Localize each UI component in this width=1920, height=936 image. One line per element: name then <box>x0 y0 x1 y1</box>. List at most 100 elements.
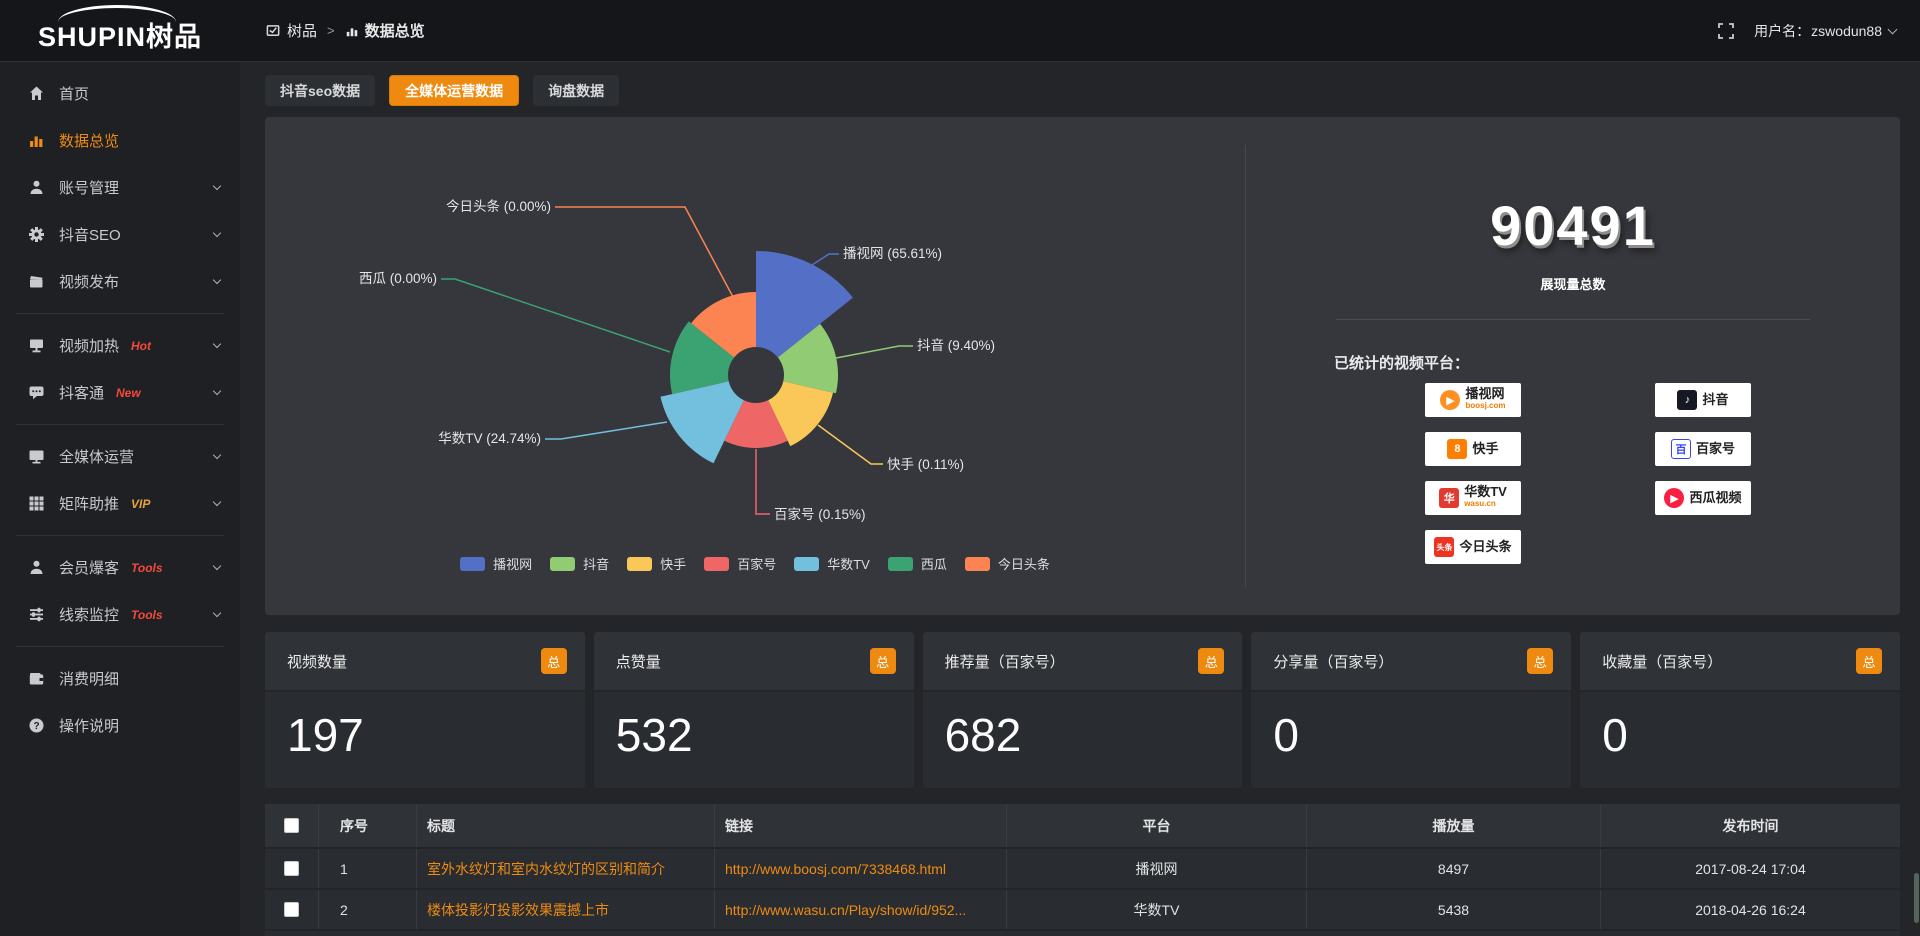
gear-icon <box>28 226 45 243</box>
legend-item-播视网[interactable]: 播视网 <box>460 554 532 573</box>
logo: SHUPIN树品 <box>0 0 240 62</box>
sidebar-item-2[interactable]: 数据总览 <box>0 117 240 164</box>
chart-bars-icon <box>346 27 357 36</box>
sidebar-item-12[interactable]: 消费明细 <box>0 655 240 702</box>
stat-card-body: 197 <box>265 690 585 788</box>
sidebar-item-13[interactable]: ? 操作说明 <box>0 702 240 749</box>
legend-item-快手[interactable]: 快手 <box>627 554 686 573</box>
cell-title-link[interactable]: 楼体投影灯投影效果震撼上市 <box>416 890 714 929</box>
stat-card-header: 推荐量（百家号） 总 <box>922 632 1243 690</box>
sidebar-item-label: 视频发布 <box>59 274 120 291</box>
legend-item-华数TV[interactable]: 华数TV <box>794 554 870 573</box>
sidebar-item-6[interactable]: 视频加热 Hot <box>0 322 240 369</box>
stat-card-4: 分享量（百家号） 总 0 <box>1251 632 1572 788</box>
cell-views: 8497 <box>1306 849 1600 888</box>
total-badge[interactable]: 总 <box>869 648 896 674</box>
sidebar-item-3[interactable]: 账号管理 <box>0 164 240 211</box>
tab-2[interactable]: 全媒体运营数据 <box>389 75 520 106</box>
sidebar-item-9[interactable]: 矩阵助推 VIP <box>0 480 240 527</box>
legend-swatch <box>550 556 576 571</box>
rose-chart: 播视网 (65.61%) 抖音 (9.40%) 快手 (0.11%) 百家号 (0.1… <box>359 198 995 522</box>
platform-badge-label: 百家号 <box>1695 441 1735 456</box>
total-badge[interactable]: 总 <box>1855 648 1882 674</box>
chevron-down-icon <box>212 181 222 191</box>
legend-item-西瓜[interactable]: 西瓜 <box>887 554 947 573</box>
pie-slice-今日头条 <box>691 292 756 358</box>
sidebar-item-label: 消费明细 <box>59 671 120 688</box>
breadcrumb-root-label: 树品 <box>287 23 318 40</box>
sidebar-item-8[interactable]: 全媒体运营 <box>0 433 240 480</box>
row-checkbox-cell <box>265 890 318 929</box>
username[interactable]: 用户名： zswodun88 <box>1754 21 1898 41</box>
tab-3[interactable]: 询盘数据 <box>533 75 620 106</box>
breadcrumb-current[interactable]: 数据总览 <box>345 20 425 41</box>
sliders-icon <box>28 606 45 623</box>
pie-slice-百家号 <box>724 400 788 449</box>
breadcrumb-root[interactable]: 树品 <box>266 20 317 41</box>
username-value: zswodun88 <box>1811 22 1882 39</box>
legend-label: 快手 <box>660 557 687 572</box>
sidebar-item-7[interactable]: 抖客通 New <box>0 369 240 416</box>
sidebar-item-4[interactable]: 抖音SEO <box>0 211 240 258</box>
cell-title-link[interactable]: 室外水纹灯和室内水纹灯的区别和简介 <box>416 849 714 888</box>
stat-card-value: 0 <box>1602 709 1628 761</box>
legend-item-百家号[interactable]: 百家号 <box>704 554 776 573</box>
fullscreen-icon[interactable] <box>1718 22 1735 39</box>
table-row-partial <box>265 929 1900 936</box>
row-checkbox[interactable] <box>284 902 299 917</box>
legend-item-抖音[interactable]: 抖音 <box>550 554 609 573</box>
svg-text:?: ? <box>33 721 39 732</box>
stat-card-body: 532 <box>593 690 914 788</box>
vertical-divider <box>1245 145 1246 587</box>
platform-badge-华数TV: 华华数TV wasu.cn <box>1425 481 1521 515</box>
sidebar-item-badge: New <box>116 385 141 400</box>
pie-label-华数TV: 华数TV (24.74%) <box>438 431 541 446</box>
pie-slice-西瓜 <box>670 321 735 395</box>
legend-swatch <box>460 556 486 571</box>
cell-url-link[interactable]: http://www.wasu.cn/Play/show/id/952... <box>714 890 1006 929</box>
column-header-6: 发布时间 <box>1600 804 1900 847</box>
clapper-icon <box>28 273 45 290</box>
sidebar-item-label: 全媒体运营 <box>59 449 135 466</box>
platform-badge-西瓜视频: ▶ 西瓜视频 <box>1655 481 1751 515</box>
chevron-down-icon <box>212 561 222 571</box>
breadcrumb-current-label: 数据总览 <box>364 23 425 40</box>
header-checkbox-cell <box>265 804 318 847</box>
sidebar-item-label: 视频加热 <box>59 338 120 355</box>
platform-badge-label: 快手 <box>1472 441 1499 456</box>
select-all-checkbox[interactable] <box>284 818 299 833</box>
monitor-icon <box>28 448 45 465</box>
stat-card-5: 收藏量（百家号） 总 0 <box>1580 632 1900 788</box>
stat-card-value: 532 <box>615 709 693 761</box>
videos-table: 序号 标题 链接 平台 播放量 发布时间 1 室外水纹灯和室内水纹灯的区别和简介 http://… <box>265 804 1900 936</box>
sidebar-item-1[interactable]: 首页 <box>0 70 240 117</box>
sidebar-item-badge: Tools <box>131 560 163 575</box>
chevron-down-icon <box>212 608 222 618</box>
total-badge[interactable]: 总 <box>1527 648 1554 674</box>
sidebar-item-10[interactable]: 会员爆客 Tools <box>0 544 240 591</box>
breadcrumb: 树品 > 数据总览 <box>240 20 425 41</box>
total-badge[interactable]: 总 <box>1198 648 1225 674</box>
pie-label-西瓜: 西瓜 (0.00%) <box>359 271 437 286</box>
row-checkbox[interactable] <box>284 861 299 876</box>
xigua-icon: ▶ <box>1664 488 1685 508</box>
cell-url-link[interactable]: http://www.boosj.com/7338468.html <box>714 849 1006 888</box>
total-badge[interactable]: 总 <box>540 648 567 674</box>
toutiao-icon: 头条 <box>1434 537 1455 557</box>
stat-card-label: 收藏量（百家号） <box>1602 653 1723 671</box>
pie-label-快手: 快手 (0.11%) <box>887 457 964 472</box>
sidebar-item-5[interactable]: 视频发布 <box>0 258 240 305</box>
sidebar-divider <box>16 313 224 314</box>
legend-label: 播视网 <box>493 557 533 572</box>
sidebar-item-11[interactable]: 线索监控 Tools <box>0 591 240 638</box>
stat-card-header: 分享量（百家号） 总 <box>1251 632 1572 690</box>
scrollbar-thumb[interactable] <box>1914 873 1919 923</box>
legend-item-今日头条[interactable]: 今日头条 <box>964 554 1050 573</box>
pie-slice-快手 <box>768 381 834 447</box>
tab-1[interactable]: 抖音seo数据 <box>265 75 376 106</box>
pie-slice-华数TV <box>660 381 744 464</box>
chart-legend: 播视网 抖音 快手 百家号 华数TV 西瓜 今日头条 <box>265 554 1245 573</box>
stat-cards-row: 视频数量总 197 点赞量总 532 推荐量（百家号）总 682 分享量（百家号）总 0 收藏量… <box>265 632 1900 788</box>
table-row-1: 1 室外水纹灯和室内水纹灯的区别和简介 http://www.boosj.com/7… <box>265 847 1900 888</box>
